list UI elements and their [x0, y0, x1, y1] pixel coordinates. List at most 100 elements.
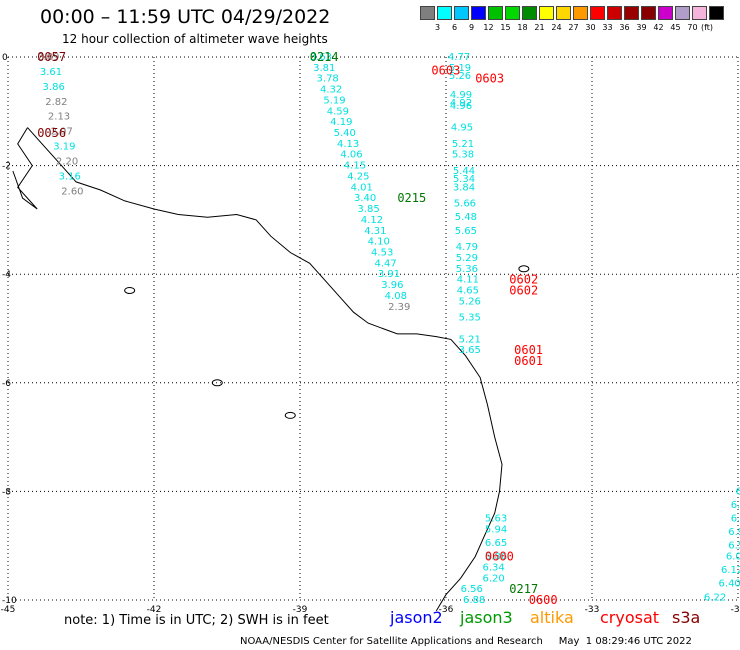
swh-value: 2.13 — [48, 112, 70, 123]
scale-unit: (ft) — [701, 23, 714, 32]
x-tick-label: -33 — [585, 605, 600, 615]
scale-label: 45 — [670, 23, 681, 32]
satellite-cryosat: cryosat — [600, 608, 660, 627]
swh-value: 4.95 — [451, 123, 473, 134]
scale-swatch — [658, 6, 673, 20]
swh-value: 3.63 — [310, 52, 332, 63]
note-text: note: 1) Time is in UTC; 2) SWH is in fe… — [64, 613, 329, 628]
pass-time-label: 0601 — [514, 343, 543, 357]
swh-value: 4.99 — [450, 90, 472, 101]
x-tick-label: -36 — [439, 605, 454, 615]
swh-value: 5.38 — [452, 150, 474, 161]
swh-value: 3.78 — [317, 74, 339, 85]
swh-value: 6.34 — [483, 562, 505, 573]
pass-time-label: 0056 — [37, 126, 66, 140]
swh-value: 2.82 — [45, 97, 67, 108]
swh-value: 3.40 — [354, 193, 376, 204]
swh-value: 4.13 — [337, 139, 359, 150]
swh-value: 3.16 — [59, 171, 81, 182]
swh-value: 4.11 — [457, 275, 479, 286]
x-tick-label: -39 — [293, 605, 308, 615]
swh-value: 5.66 — [454, 199, 476, 210]
swh-value: 6.40 — [719, 579, 740, 590]
scale-swatch — [641, 6, 656, 20]
scale-swatch — [573, 6, 588, 20]
scale-swatch — [556, 6, 571, 20]
swh-value: 4.19 — [330, 117, 352, 128]
page-subtitle: 12 hour collection of altimeter wave hei… — [62, 32, 328, 46]
scale-label: 18 — [517, 23, 528, 32]
swh-value: 5.19 — [449, 63, 471, 74]
coastal-island — [284, 411, 296, 419]
scale-swatch — [488, 6, 503, 20]
swh-value: 6.12 — [721, 565, 740, 576]
swh-value: 5.63 — [485, 514, 507, 525]
credit-line: NOAA/NESDIS Center for Satellite Applica… — [240, 636, 692, 647]
y-tick-label: -10 — [2, 596, 17, 606]
y-tick-label: -6 — [2, 379, 11, 389]
scale-swatch — [454, 6, 469, 20]
scale-swatch — [607, 6, 622, 20]
swh-value: 5.86 — [485, 552, 507, 563]
swh-value: 2.39 — [388, 302, 410, 313]
scale-swatch — [624, 6, 639, 20]
swh-value: 5.26 — [459, 296, 481, 307]
pass-time-label: 0600 — [485, 550, 514, 564]
scale-swatch — [471, 6, 486, 20]
coastal-island — [518, 265, 530, 273]
swh-value: 2.97 — [51, 127, 73, 138]
swh-value: 4.12 — [361, 215, 383, 226]
swh-value: 6.22 — [704, 592, 726, 603]
swh-value: 4.01 — [351, 182, 373, 193]
swh-value: 4.08 — [385, 291, 407, 302]
swh-value: 3.84 — [453, 182, 475, 193]
scale-label: 70 — [687, 23, 698, 32]
swh-value: 4.15 — [344, 161, 366, 172]
swh-value: 3.19 — [53, 142, 75, 153]
scale-swatch — [505, 6, 520, 20]
pass-time-label: 0602 — [509, 283, 538, 297]
x-tick-label: -42 — [147, 605, 162, 615]
scale-label: 15 — [500, 23, 511, 32]
pass-time-label: 0217 — [509, 582, 538, 596]
y-tick-label: -8 — [2, 487, 11, 497]
coastal-island — [124, 286, 136, 294]
pass-time-label: 0602 — [509, 273, 538, 287]
scale-label: 3 — [434, 23, 441, 32]
swh-value: 5.29 — [456, 253, 478, 264]
swh-value: 6.88 — [463, 595, 485, 606]
pass-time-label: 0214 — [310, 50, 339, 64]
scale-swatch — [692, 6, 707, 20]
swh-value: 5.36 — [456, 264, 478, 275]
swh-value: 5.44 — [453, 166, 475, 177]
swh-value: 6.05 — [726, 552, 740, 563]
scale-label: 9 — [468, 23, 475, 32]
swh-value: 4.59 — [327, 106, 349, 117]
swh-value: 4.77 — [448, 52, 470, 63]
swh-value: 6.9 — [728, 527, 740, 538]
coastline-bay — [12, 127, 38, 210]
swh-value: 3.86 — [43, 82, 65, 93]
scale-swatch — [522, 6, 537, 20]
scale-label: 36 — [619, 23, 630, 32]
swh-value: 6.5 — [728, 541, 740, 552]
swh-value: 6 — [736, 486, 740, 497]
scale-swatch — [437, 6, 452, 20]
swh-value: 4.31 — [364, 226, 386, 237]
pass-time-label: 0215 — [397, 191, 426, 205]
scale-label: 21 — [534, 23, 545, 32]
scale-label: 27 — [568, 23, 579, 32]
satellite-s3a: s3a — [672, 608, 701, 627]
swh-value: 6. — [731, 514, 740, 525]
y-tick-label: 0 — [2, 53, 8, 63]
swh-value: 2.20 — [56, 157, 78, 168]
swh-value: 6. — [731, 500, 740, 511]
swh-value: 5.21 — [452, 139, 474, 150]
swh-value: 4.06 — [340, 150, 362, 161]
swh-value: 5.26 — [449, 71, 471, 82]
x-tick-label: -30 — [731, 605, 740, 615]
swh-value: 5.48 — [455, 212, 477, 223]
scale-swatch — [539, 6, 554, 20]
swh-value: 4.92 — [450, 98, 472, 109]
pass-time-label: 0601 — [514, 354, 543, 368]
